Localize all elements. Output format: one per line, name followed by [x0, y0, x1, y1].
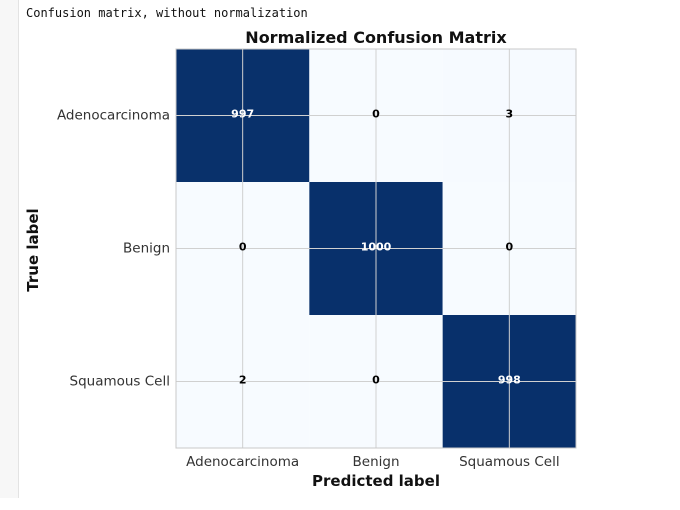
x-tick-label: Benign — [353, 454, 400, 470]
plot-frame — [175, 48, 577, 449]
cell-value: 0 — [372, 108, 380, 121]
gridlines — [176, 49, 576, 448]
y-tick-label: Adenocarcinoma — [57, 108, 170, 124]
cell-value: 3 — [506, 108, 514, 121]
cell-value: 0 — [372, 374, 380, 387]
cell-value: 0 — [239, 241, 247, 254]
x-tick-label: Squamous Cell — [459, 454, 560, 470]
x-tick-labels: Adenocarcinoma Benign Squamous Cell — [186, 454, 559, 470]
chart-title: Normalized Confusion Matrix — [245, 28, 507, 47]
output-gutter — [0, 0, 19, 498]
x-tick-label: Adenocarcinoma — [186, 454, 299, 470]
cell-value: 1000 — [361, 241, 392, 254]
x-axis-label: Predicted label — [312, 472, 440, 490]
cell-value: 0 — [506, 241, 514, 254]
stdout-text: Confusion matrix, without normalization — [26, 6, 308, 20]
cell-value-labels: 997 0 3 0 1000 0 2 0 998 — [231, 108, 521, 387]
cell-value: 998 — [498, 374, 521, 387]
y-tick-label: Benign — [123, 241, 170, 257]
y-tick-label: Squamous Cell — [70, 374, 171, 390]
y-tick-labels: Adenocarcinoma Benign Squamous Cell — [57, 108, 170, 390]
cell-value: 2 — [239, 374, 247, 387]
y-axis-label: True label — [24, 208, 42, 291]
cell-value: 997 — [231, 108, 254, 121]
